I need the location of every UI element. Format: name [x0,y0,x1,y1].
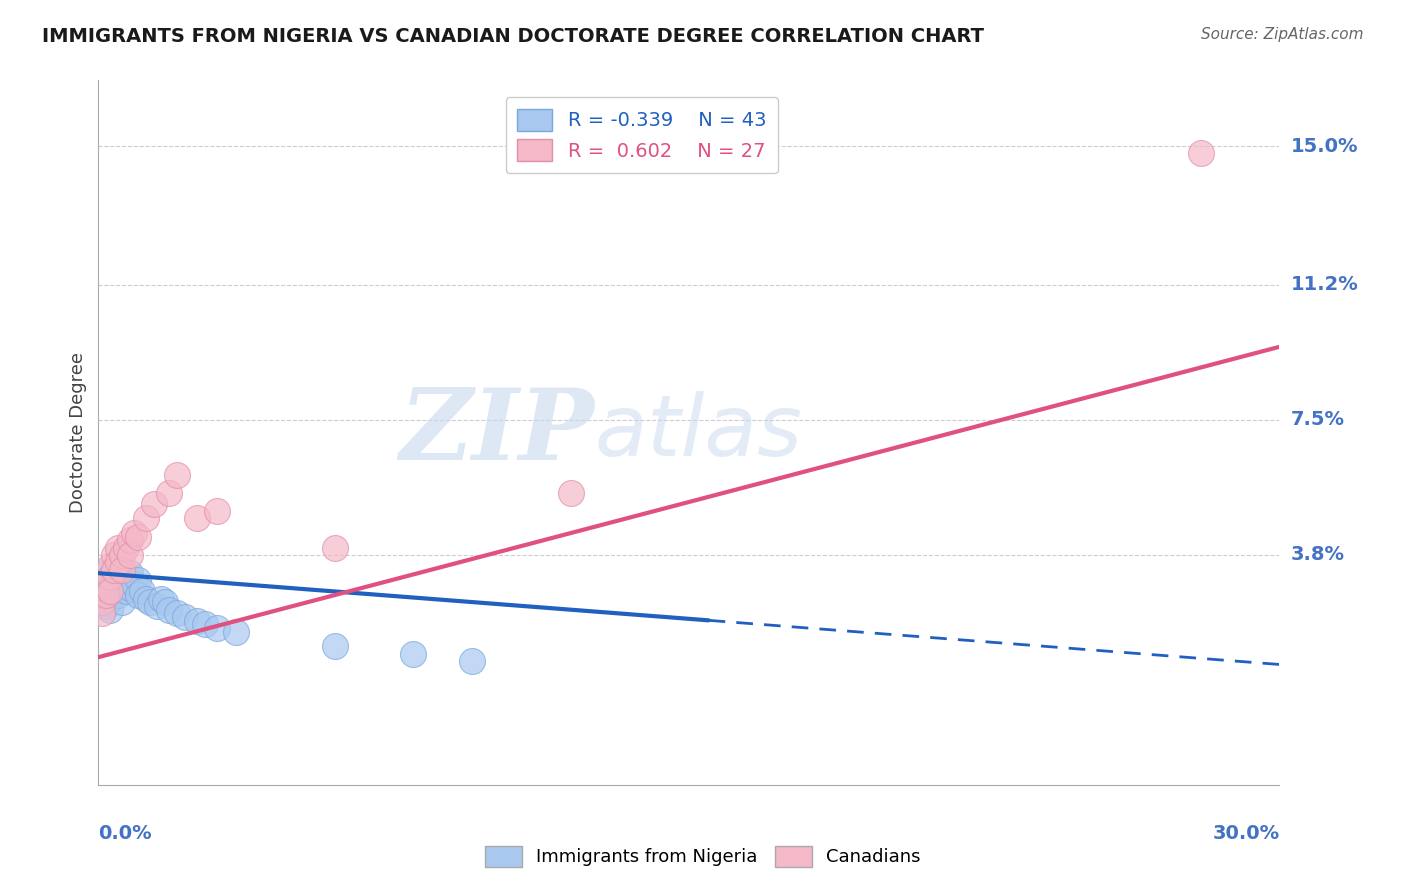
Point [194,617,217,632]
Legend: R = -0.339    N = 43, R =  0.602    N = 27: R = -0.339 N = 43, R = 0.602 N = 27 [506,97,778,173]
Point [96,588,118,602]
Point [103,562,125,576]
Point [115,584,138,599]
Point [91,584,114,599]
Point [96,577,118,591]
Point [461,654,484,668]
Point [127,574,149,588]
Point [98,581,121,595]
Point [560,486,582,500]
Text: 11.2%: 11.2% [1291,276,1358,294]
Text: atlas: atlas [595,391,803,475]
Point [1189,146,1212,161]
Point [107,566,129,581]
Point [91,607,114,621]
Point [111,562,134,576]
Point [98,570,121,584]
Point [107,555,129,569]
Text: 30.0%: 30.0% [1212,824,1279,843]
Point [115,574,138,588]
Legend: Immigrants from Nigeria, Canadians: Immigrants from Nigeria, Canadians [478,838,928,874]
Point [402,647,425,661]
Text: 3.8%: 3.8% [1291,545,1344,565]
Point [118,566,141,581]
Text: 15.0%: 15.0% [1291,136,1358,155]
Point [98,584,121,599]
Point [205,621,228,635]
Point [107,588,129,602]
Point [96,588,118,602]
Point [118,533,141,548]
Point [98,603,121,617]
Point [103,574,125,588]
Point [142,497,165,511]
Point [157,486,180,500]
Point [146,599,169,613]
Text: 7.5%: 7.5% [1291,410,1344,429]
Point [131,584,153,599]
Point [103,548,125,562]
Point [135,511,157,525]
Point [96,577,118,591]
Point [135,591,157,606]
Point [166,467,188,482]
Text: 0.0%: 0.0% [98,824,152,843]
Point [118,548,141,562]
Point [98,570,121,584]
Point [122,526,145,541]
Point [127,588,149,602]
Point [138,595,160,609]
Point [174,610,197,624]
Point [127,530,149,544]
Point [186,511,208,525]
Text: Source: ZipAtlas.com: Source: ZipAtlas.com [1201,27,1364,42]
Point [98,558,121,573]
Point [122,577,145,591]
Y-axis label: Doctorate Degree: Doctorate Degree [69,352,87,513]
Point [107,577,129,591]
Point [111,570,134,584]
Point [111,548,134,562]
Point [103,562,125,576]
Point [115,541,138,555]
Point [323,541,346,555]
Point [157,603,180,617]
Point [91,595,114,609]
Point [150,591,173,606]
Point [205,504,228,518]
Point [186,614,208,628]
Point [166,607,188,621]
Point [323,639,346,653]
Point [225,624,247,639]
Point [96,599,118,613]
Text: IMMIGRANTS FROM NIGERIA VS CANADIAN DOCTORATE DEGREE CORRELATION CHART: IMMIGRANTS FROM NIGERIA VS CANADIAN DOCT… [42,27,984,45]
Point [111,595,134,609]
Point [96,566,118,581]
Text: ZIP: ZIP [399,384,595,481]
Point [111,581,134,595]
Point [98,591,121,606]
Point [155,595,177,609]
Point [103,584,125,599]
Point [91,595,114,609]
Point [118,581,141,595]
Point [107,541,129,555]
Point [91,577,114,591]
